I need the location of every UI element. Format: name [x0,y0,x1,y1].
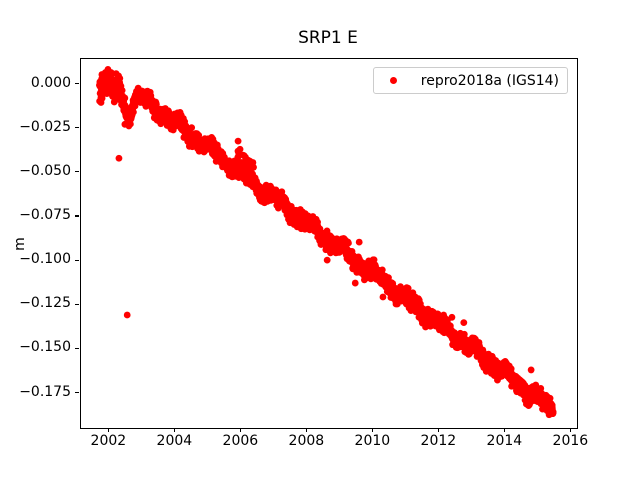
x-tick-label: 2014 [486,433,523,449]
x-tick-label: 2010 [354,433,391,449]
chart-title: SRP1 E [298,28,358,48]
y-tick-mark [75,215,79,217]
x-tick-label: 2012 [420,433,457,449]
x-tick-label: 2004 [156,433,193,449]
y-tick-label: −0.025 [19,118,71,135]
x-tick-label: 2006 [222,433,259,449]
x-tick-mark [437,428,439,432]
x-tick-mark [239,428,241,432]
x-tick-mark [305,428,307,432]
x-tick-label: 2016 [552,433,589,449]
y-tick-label: −0.100 [19,251,71,268]
y-tick-mark [75,83,79,85]
y-tick-label: −0.125 [19,295,71,312]
y-tick-mark [75,303,79,305]
x-tick-mark [371,428,373,432]
plot-area: repro2018a (IGS14) [80,58,578,429]
y-tick-mark [75,391,79,394]
y-tick-mark [75,127,79,129]
y-tick-label: 0.000 [30,74,71,91]
y-tick-mark [75,259,79,261]
legend-marker-dot [389,77,397,84]
x-tick-mark [107,428,109,432]
x-tick-mark [569,428,571,432]
x-tick-mark [173,428,175,432]
y-tick-label: −0.175 [19,383,71,400]
legend-label: repro2018a (IGS14) [420,72,559,89]
y-tick-label: −0.075 [19,207,71,224]
x-tick-label: 2002 [90,433,127,449]
y-tick-label: −0.150 [19,339,71,356]
x-tick-label: 2008 [288,433,325,449]
x-tick-mark [503,428,505,432]
legend: repro2018a (IGS14) [372,67,568,94]
y-tick-mark [75,171,79,173]
y-tick-label: −0.050 [19,162,71,179]
y-tick-mark [75,347,79,350]
scatter-points-canvas [81,59,577,428]
